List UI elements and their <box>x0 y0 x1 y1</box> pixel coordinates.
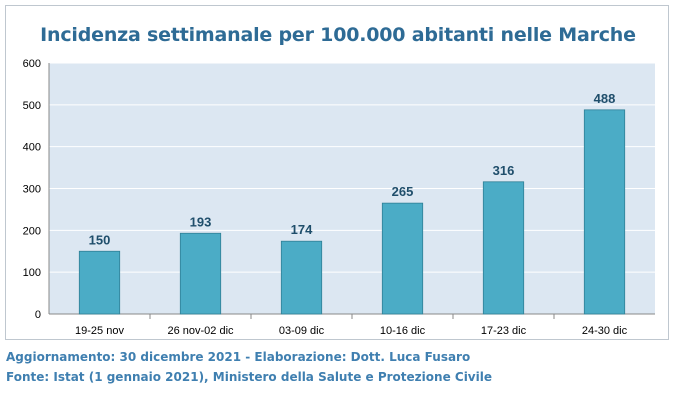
bar <box>583 109 626 315</box>
y-tick-label: 600 <box>23 58 41 70</box>
data-label: 193 <box>190 214 212 229</box>
x-tick-label: 19-25 nov <box>75 325 124 337</box>
data-label: 174 <box>291 222 313 237</box>
x-tick-label: 26 nov-02 dic <box>167 325 234 337</box>
bar <box>280 240 323 315</box>
y-tick-label: 100 <box>23 267 41 279</box>
y-tick-label: 500 <box>23 100 41 112</box>
y-tick-label: 400 <box>23 142 41 154</box>
y-tick-label: 300 <box>23 184 41 196</box>
bar <box>78 250 121 315</box>
x-tick-label: 17-23 dic <box>481 325 527 337</box>
data-label: 150 <box>89 232 111 247</box>
x-tick-label: 10-16 dic <box>380 325 426 337</box>
footer-source-note: Fonte: Istat (1 gennaio 2021), Ministero… <box>6 370 492 384</box>
data-label: 316 <box>493 163 515 178</box>
data-label: 488 <box>594 91 616 106</box>
bar <box>381 202 424 315</box>
y-tick-label: 0 <box>35 309 41 321</box>
chart-frame: Incidenza settimanale per 100.000 abitan… <box>5 5 669 340</box>
y-tick-label: 200 <box>23 225 41 237</box>
x-tick-label: 03-09 dic <box>279 325 325 337</box>
chart-title: Incidenza settimanale per 100.000 abitan… <box>40 24 636 46</box>
bar <box>482 181 525 315</box>
data-label: 265 <box>392 184 414 199</box>
x-tick-label: 24-30 dic <box>582 325 628 337</box>
bar <box>179 232 222 315</box>
bar-chart: 0 100 200 300 400 500 600 150 19-25 nov 193 26 nov… <box>23 58 655 337</box>
footer-update-note: Aggiornamento: 30 dicembre 2021 - Elabor… <box>6 350 471 364</box>
